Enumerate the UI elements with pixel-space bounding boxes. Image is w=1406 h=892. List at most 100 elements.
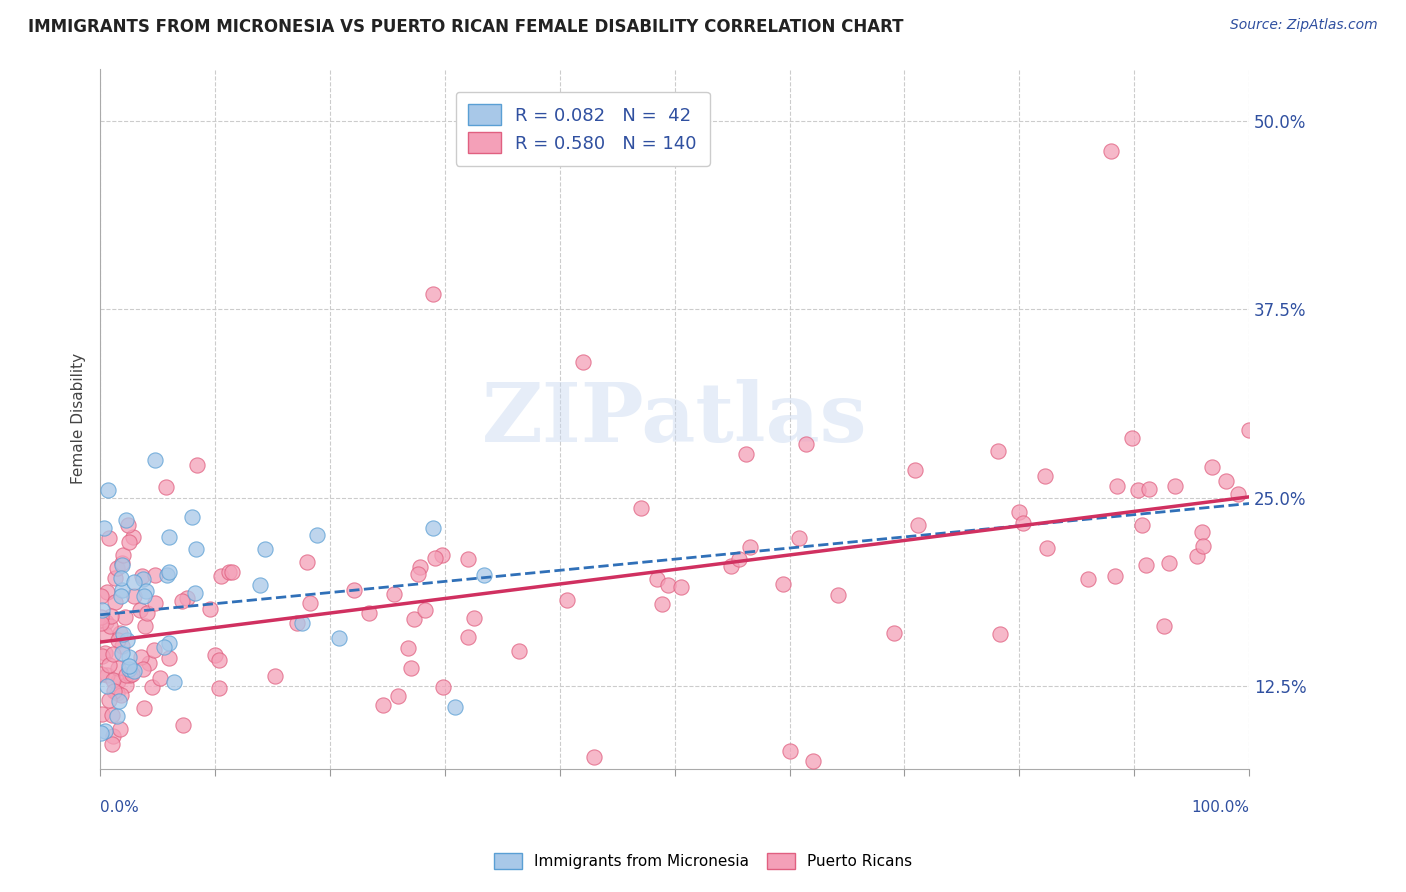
Text: 100.0%: 100.0% xyxy=(1191,800,1249,815)
Point xyxy=(218,565,240,579)
Point xyxy=(134,701,156,715)
Point xyxy=(111,556,134,570)
Point xyxy=(103,595,125,609)
Point xyxy=(115,678,138,692)
Point xyxy=(100,608,122,623)
Point xyxy=(107,633,129,648)
Point xyxy=(141,680,163,694)
Point xyxy=(423,551,446,566)
Point xyxy=(387,689,409,703)
Point xyxy=(112,627,135,641)
Point xyxy=(249,578,271,592)
Point xyxy=(176,591,198,606)
Point xyxy=(157,651,180,665)
Point xyxy=(988,627,1011,641)
Point xyxy=(149,671,172,685)
Point xyxy=(122,530,145,544)
Point xyxy=(1153,619,1175,633)
Point xyxy=(101,673,124,687)
Point xyxy=(97,483,120,497)
Point xyxy=(1164,479,1187,493)
Point xyxy=(399,661,422,675)
Point xyxy=(124,664,146,678)
Point xyxy=(101,729,124,743)
Point xyxy=(1201,460,1223,475)
Point xyxy=(904,463,927,477)
Text: 0.0%: 0.0% xyxy=(100,800,139,815)
Point xyxy=(108,723,131,737)
Point xyxy=(107,661,129,675)
Point xyxy=(409,559,432,574)
Point xyxy=(645,572,668,586)
Point xyxy=(115,632,138,647)
Point xyxy=(253,542,276,557)
Point xyxy=(131,650,153,665)
Point xyxy=(172,718,194,732)
Point xyxy=(138,657,160,671)
Point xyxy=(457,630,479,644)
Point xyxy=(1099,145,1122,159)
Point xyxy=(208,653,231,667)
Point xyxy=(211,774,233,789)
Point xyxy=(508,644,530,658)
Point xyxy=(180,509,202,524)
Point xyxy=(136,606,159,620)
Point xyxy=(630,500,652,515)
Point xyxy=(93,521,115,535)
Point xyxy=(285,616,308,631)
Point xyxy=(1033,469,1056,483)
Point xyxy=(1237,423,1260,437)
Point xyxy=(163,675,186,690)
Point xyxy=(107,674,129,689)
Point xyxy=(94,627,117,641)
Point xyxy=(987,444,1010,458)
Point xyxy=(110,688,132,702)
Text: IMMIGRANTS FROM MICRONESIA VS PUERTO RICAN FEMALE DISABILITY CORRELATION CHART: IMMIGRANTS FROM MICRONESIA VS PUERTO RIC… xyxy=(28,18,904,36)
Point xyxy=(90,649,112,664)
Point xyxy=(111,548,134,562)
Point xyxy=(143,597,166,611)
Point xyxy=(208,681,231,696)
Point xyxy=(1012,516,1035,531)
Point xyxy=(101,647,124,661)
Point xyxy=(432,680,454,694)
Point xyxy=(305,528,328,542)
Point xyxy=(883,625,905,640)
Point xyxy=(738,541,761,555)
Point xyxy=(157,566,180,580)
Point xyxy=(97,693,120,707)
Point xyxy=(117,650,139,665)
Point xyxy=(413,603,436,617)
Point xyxy=(472,567,495,582)
Point xyxy=(132,590,155,604)
Point xyxy=(91,706,114,721)
Point xyxy=(157,529,180,543)
Point xyxy=(827,588,849,602)
Point xyxy=(772,577,794,591)
Point xyxy=(108,694,131,708)
Point xyxy=(121,666,143,681)
Point xyxy=(111,646,134,660)
Point xyxy=(1007,505,1029,519)
Point xyxy=(184,541,207,556)
Point xyxy=(371,698,394,713)
Point xyxy=(801,754,824,768)
Point xyxy=(96,679,118,693)
Point xyxy=(907,518,929,533)
Point xyxy=(153,640,176,654)
Point xyxy=(1077,572,1099,586)
Point xyxy=(432,548,454,562)
Point xyxy=(557,593,579,607)
Point xyxy=(131,572,153,586)
Point xyxy=(1215,474,1237,488)
Point xyxy=(110,589,132,603)
Point xyxy=(128,603,150,617)
Point xyxy=(728,552,751,566)
Point xyxy=(118,659,141,673)
Point xyxy=(382,587,405,601)
Point xyxy=(90,610,112,624)
Point xyxy=(98,531,121,545)
Point xyxy=(98,619,121,633)
Point xyxy=(779,743,801,757)
Point xyxy=(118,662,141,676)
